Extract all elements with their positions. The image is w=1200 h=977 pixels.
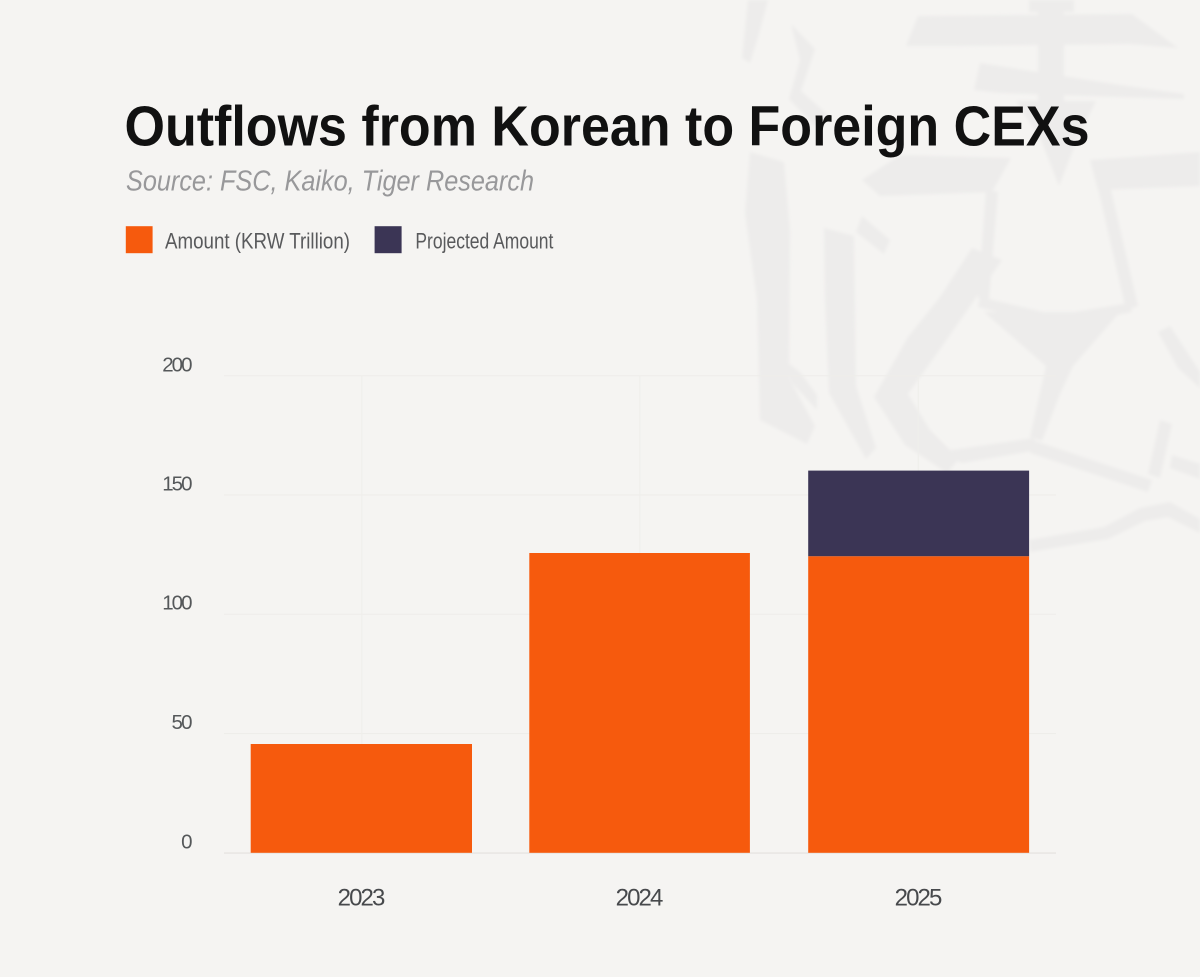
svg-text:Source: FSC, Kaiko, Tiger Rese: Source: FSC, Kaiko, Tiger Research [126, 165, 534, 197]
svg-text:0: 0 [181, 830, 192, 853]
svg-text:200: 200 [162, 353, 192, 376]
svg-text:Amount (KRW Trillion): Amount (KRW Trillion) [165, 228, 350, 253]
svg-text:100: 100 [162, 592, 192, 615]
svg-text:Outflows from Korean to Foreig: Outflows from Korean to Foreign CEXs [125, 95, 1090, 159]
svg-text:2025: 2025 [895, 885, 943, 912]
svg-text:2024: 2024 [616, 885, 664, 912]
svg-text:2023: 2023 [338, 885, 386, 912]
svg-text:50: 50 [172, 711, 193, 734]
svg-text:Projected Amount: Projected Amount [415, 228, 553, 253]
svg-text:150: 150 [162, 472, 192, 495]
